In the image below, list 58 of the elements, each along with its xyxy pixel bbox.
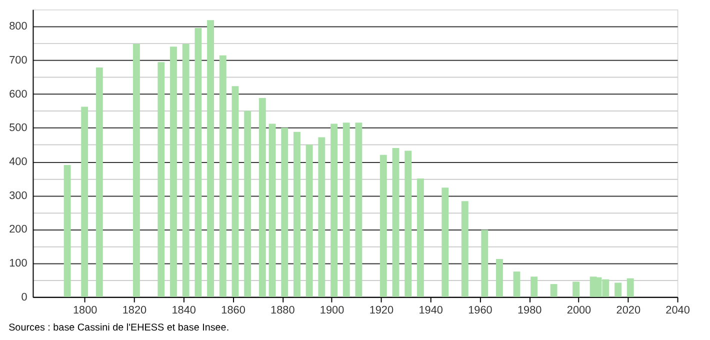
bar xyxy=(513,272,520,297)
bar xyxy=(281,128,288,297)
bar xyxy=(404,150,412,297)
bar xyxy=(530,276,538,297)
bar xyxy=(158,62,165,297)
bar xyxy=(268,124,276,297)
x-tick-label: 1860 xyxy=(221,304,246,316)
x-tick-label: 1800 xyxy=(72,304,98,316)
x-tick-label: 1820 xyxy=(122,304,147,316)
x-tick-label: 2020 xyxy=(616,304,640,316)
bar xyxy=(318,137,326,297)
bar xyxy=(132,44,140,297)
y-tick-label: 100 xyxy=(9,258,28,270)
x-tick-label: 1880 xyxy=(270,304,295,316)
bar xyxy=(64,164,71,297)
bar xyxy=(572,282,580,297)
y-tick-label: 700 xyxy=(9,54,28,67)
bar xyxy=(96,68,103,297)
bar xyxy=(481,230,488,297)
bar xyxy=(293,132,300,297)
bar xyxy=(380,154,387,297)
source-note: Sources : base Cassini de l'EHESS et base Insee. xyxy=(8,322,230,334)
y-tick-label: 400 xyxy=(9,156,28,168)
bar xyxy=(182,44,190,297)
x-tick-label: 1960 xyxy=(468,304,492,316)
bar xyxy=(170,46,177,297)
bar xyxy=(258,98,266,297)
bar xyxy=(461,201,468,297)
bar xyxy=(496,259,503,297)
bar xyxy=(244,110,252,297)
x-tick-label: 2040 xyxy=(666,304,690,316)
y-tick-label: 500 xyxy=(9,122,28,134)
x-tick-label: 1920 xyxy=(369,304,394,316)
bar xyxy=(550,284,558,297)
bar xyxy=(207,20,214,297)
y-tick-label: 0 xyxy=(21,291,28,304)
bar xyxy=(342,122,350,297)
y-tick-label: 800 xyxy=(9,20,28,33)
bar xyxy=(306,144,313,297)
bar xyxy=(416,178,424,297)
bar xyxy=(219,55,226,297)
x-tick-label: 1980 xyxy=(517,304,542,316)
bar xyxy=(442,188,449,297)
x-tick-label: 1840 xyxy=(172,304,196,316)
bar xyxy=(355,122,362,297)
x-tick-label: 2000 xyxy=(566,304,592,316)
bar xyxy=(81,106,88,297)
bar xyxy=(626,278,634,297)
bar xyxy=(392,148,400,297)
bar xyxy=(330,124,338,297)
bar xyxy=(194,28,202,297)
x-tick-label: 1900 xyxy=(320,304,344,316)
bar xyxy=(614,282,622,297)
y-tick-label: 300 xyxy=(9,190,28,202)
y-tick-label: 600 xyxy=(9,88,28,100)
bar xyxy=(232,86,239,297)
y-tick-label: 200 xyxy=(9,224,28,236)
x-tick-label: 1940 xyxy=(418,304,443,316)
